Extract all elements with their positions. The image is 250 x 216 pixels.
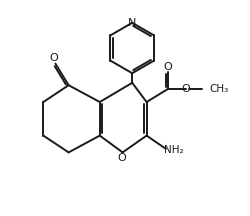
Text: O: O — [117, 153, 126, 163]
Text: O: O — [182, 84, 190, 94]
Text: NH₂: NH₂ — [164, 145, 184, 155]
Text: CH₃: CH₃ — [209, 84, 228, 94]
Text: N: N — [128, 18, 136, 28]
Text: O: O — [50, 53, 58, 63]
Text: O: O — [164, 62, 172, 72]
